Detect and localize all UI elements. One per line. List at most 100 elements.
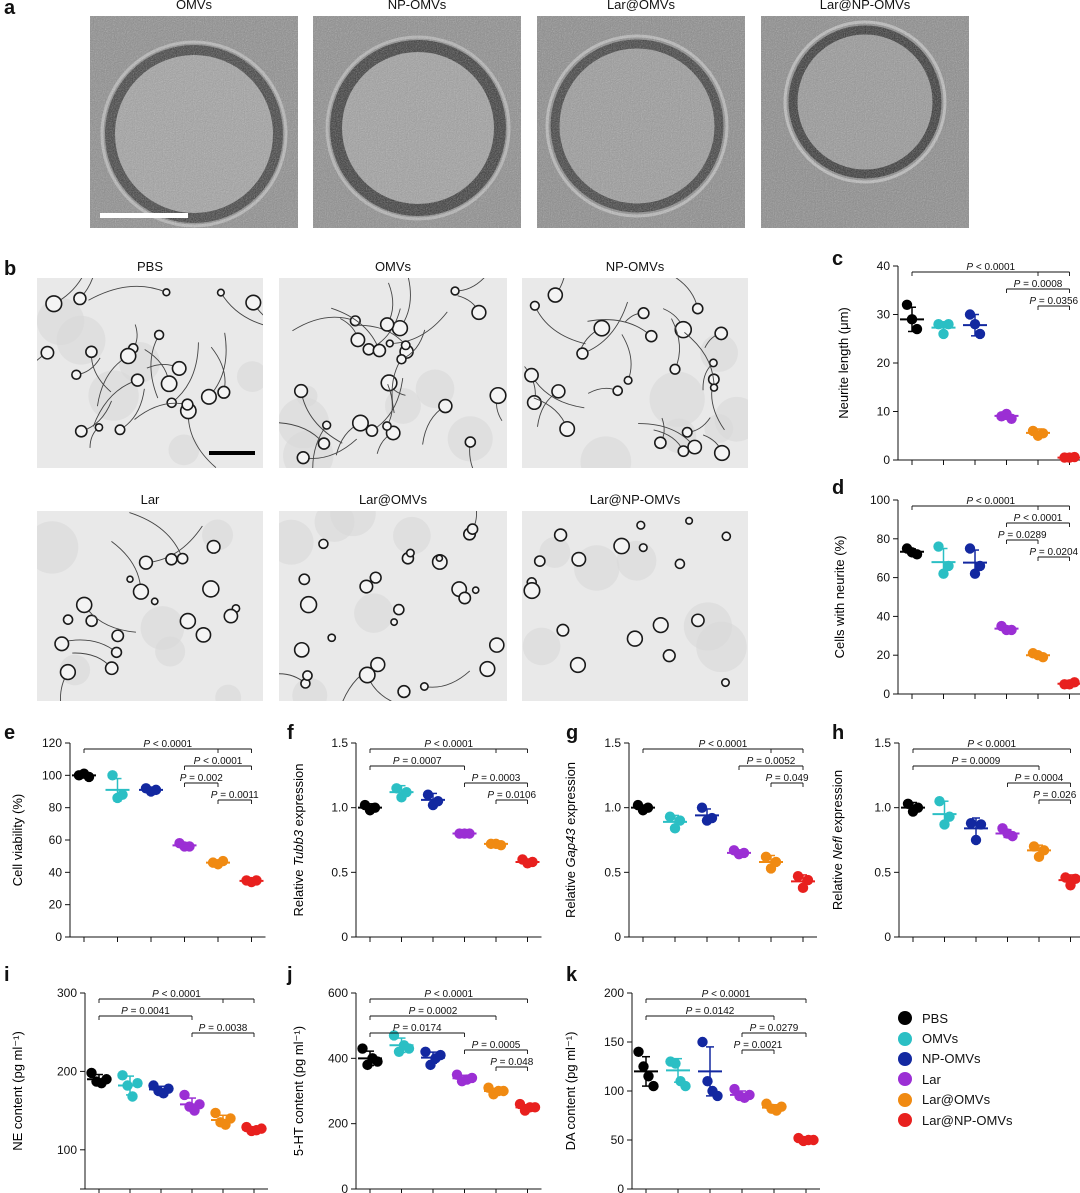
p-value-label: P < 0.0001 bbox=[143, 739, 192, 750]
cell bbox=[114, 424, 126, 436]
significance-bracket: P = 0.049 bbox=[765, 773, 809, 787]
significance-bracket: P = 0.0204 bbox=[1029, 547, 1079, 561]
cell bbox=[195, 626, 212, 643]
cell bbox=[674, 320, 693, 339]
cell bbox=[40, 345, 55, 360]
y-tick-label: 30 bbox=[877, 308, 891, 322]
em-image-omvs bbox=[90, 16, 298, 228]
cell bbox=[691, 613, 705, 628]
cell bbox=[351, 414, 369, 432]
significance-bracket: P < 0.0001 bbox=[912, 739, 1071, 753]
cell bbox=[119, 347, 137, 365]
y-tick-label: 400 bbox=[328, 1051, 348, 1065]
cell bbox=[524, 367, 539, 383]
cell bbox=[130, 373, 145, 387]
y-tick-label: 100 bbox=[42, 768, 62, 782]
y-tick-label: 0 bbox=[884, 930, 891, 944]
cell bbox=[529, 300, 540, 311]
micro-title-lar: Lar bbox=[140, 492, 160, 507]
p-value-label: P = 0.0005 bbox=[472, 1040, 521, 1051]
y-tick-label: 20 bbox=[877, 356, 891, 370]
em-title-lar-np-omvs: Lar@NP-OMVs bbox=[819, 0, 911, 12]
em-image-np-omvs bbox=[313, 16, 521, 228]
em-title-np-omvs: NP-OMVs bbox=[387, 0, 447, 12]
cell bbox=[685, 516, 694, 525]
cell bbox=[612, 385, 624, 397]
cell bbox=[359, 579, 374, 594]
p-value-label: P = 0.0009 bbox=[952, 756, 1001, 767]
cell bbox=[358, 666, 376, 684]
data-point bbox=[86, 1067, 97, 1079]
cell bbox=[593, 319, 611, 337]
scale-bar bbox=[209, 451, 255, 455]
cell bbox=[318, 538, 329, 550]
y-axis-label: DA content (pg ml⁻¹) bbox=[563, 1032, 578, 1151]
y-tick-label: 1.0 bbox=[874, 801, 891, 815]
cell bbox=[709, 383, 719, 392]
y-axis-label: Relative Nefl expression bbox=[830, 770, 845, 910]
y-tick-label: 0.5 bbox=[874, 865, 891, 879]
y-tick-label: 100 bbox=[57, 1143, 77, 1157]
cell bbox=[396, 354, 407, 365]
micrograph-omvs bbox=[279, 278, 507, 468]
significance-bracket: P = 0.0289 bbox=[998, 530, 1047, 544]
cell bbox=[626, 630, 644, 647]
significance-bracket: P = 0.0009 bbox=[912, 756, 1040, 770]
cell bbox=[54, 636, 70, 652]
data-point bbox=[1007, 830, 1018, 842]
cell bbox=[662, 649, 676, 663]
p-value-label: P = 0.0008 bbox=[1014, 279, 1063, 290]
data-point bbox=[697, 1036, 708, 1048]
data-point bbox=[132, 1077, 143, 1089]
cell bbox=[165, 552, 178, 566]
cell bbox=[245, 294, 262, 311]
data-point bbox=[943, 560, 954, 572]
cell bbox=[206, 539, 221, 554]
significance-bracket: P = 0.048 bbox=[490, 1057, 534, 1071]
legend-dot bbox=[898, 1092, 912, 1107]
legend-item-lar-np-omvs: Lar@NP-OMVs bbox=[898, 1110, 1013, 1130]
panel-label-g: g bbox=[566, 722, 579, 744]
p-value-label: P < 0.0001 bbox=[966, 262, 1015, 273]
data-point bbox=[902, 798, 914, 809]
cell bbox=[576, 347, 589, 360]
data-point bbox=[1006, 624, 1017, 636]
cell bbox=[94, 422, 104, 432]
cell bbox=[458, 591, 472, 605]
data-point bbox=[664, 811, 676, 822]
cell bbox=[138, 555, 154, 570]
significance-bracket: P = 0.0021 bbox=[734, 1040, 783, 1054]
p-value-label: P < 0.0001 bbox=[702, 989, 751, 1000]
significance-bracket: P = 0.0174 bbox=[369, 1023, 465, 1037]
data-point bbox=[225, 1113, 236, 1124]
chart-h: 0 0.5 1.0 1.5 Relative Nefl expression P < 0.… bbox=[830, 736, 1080, 944]
cell bbox=[62, 614, 74, 625]
cell bbox=[200, 388, 217, 405]
cell bbox=[405, 548, 415, 558]
cell bbox=[466, 523, 479, 535]
panel-label-e: e bbox=[4, 722, 16, 744]
y-tick-label: 1.0 bbox=[331, 801, 348, 815]
micrograph-pbs bbox=[37, 278, 263, 468]
y-tick-label: 40 bbox=[49, 865, 63, 879]
y-tick-label: 120 bbox=[42, 736, 62, 750]
cell bbox=[677, 445, 690, 458]
data-point bbox=[696, 802, 708, 813]
p-value-label: P = 0.0356 bbox=[1029, 296, 1078, 307]
p-value-label: P = 0.0011 bbox=[211, 790, 259, 801]
data-point bbox=[934, 796, 945, 807]
significance-bracket: P = 0.0038 bbox=[191, 1023, 255, 1037]
cell bbox=[571, 551, 587, 567]
data-point bbox=[422, 789, 434, 800]
y-tick-label: 100 bbox=[870, 493, 890, 507]
cell bbox=[547, 287, 564, 303]
y-tick-label: 0 bbox=[55, 930, 62, 944]
legend-item-pbs: PBS bbox=[898, 1008, 1013, 1028]
cell bbox=[551, 384, 566, 399]
cell bbox=[217, 385, 231, 399]
cell bbox=[559, 420, 576, 437]
p-value-label: P = 0.0038 bbox=[199, 1023, 248, 1034]
y-axis-label: Relative Tubb3 expression bbox=[291, 764, 306, 917]
significance-bracket: P = 0.0356 bbox=[1029, 296, 1079, 310]
